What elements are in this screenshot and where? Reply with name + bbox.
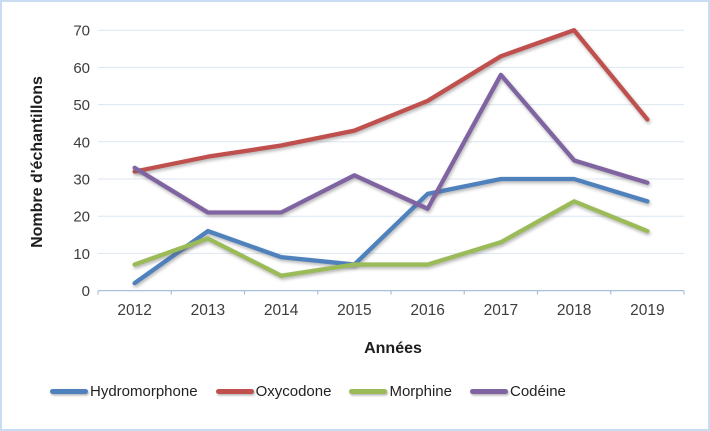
y-tick-label: 50 [73,97,90,114]
x-tick-label: 2019 [630,302,664,319]
legend-item-oxycodone: Oxycodone [215,383,332,400]
legend: Hydromorphone Oxycodone Morphine Codéine [50,383,670,400]
x-tick-label: 2017 [484,302,518,319]
legend-swatch-icon [50,389,88,394]
legend-label: Oxycodone [255,383,332,400]
y-axis-title: Nombre d'échantillons [29,76,46,248]
y-tick-label: 30 [73,172,90,189]
series-line-oxycodone [132,28,650,174]
x-tick-label: 2018 [557,302,591,319]
legend-label: Morphine [389,383,452,400]
y-tick-label: 10 [73,246,90,263]
x-tick-label: 2016 [410,302,444,319]
legend-item-morphine: Morphine [349,383,452,400]
y-tick-label: 60 [73,60,90,77]
series-line-codéine [132,72,650,215]
series-line-morphine [132,199,650,278]
y-tick-label: 0 [82,283,90,300]
x-axis-title: Années [364,340,422,357]
x-tick-label: 2014 [264,302,299,319]
x-tick-label: 2013 [191,302,225,319]
legend-label: Hydromorphone [90,383,198,400]
legend-swatch-icon [470,389,508,394]
legend-swatch-icon [349,389,388,394]
legend-item-hydromorphone: Hydromorphone [50,383,198,400]
legend-item-codéine: Codéine [470,383,566,400]
y-tick-label: 40 [73,134,90,151]
x-tick-label: 2012 [117,302,151,319]
legend-label: Codéine [510,383,566,400]
y-tick-label: 20 [73,209,90,226]
y-tick-label: 70 [73,23,90,40]
legend-swatch-icon [215,389,254,394]
series-line-hydromorphone [132,176,650,286]
x-tick-label: 2015 [337,302,371,319]
